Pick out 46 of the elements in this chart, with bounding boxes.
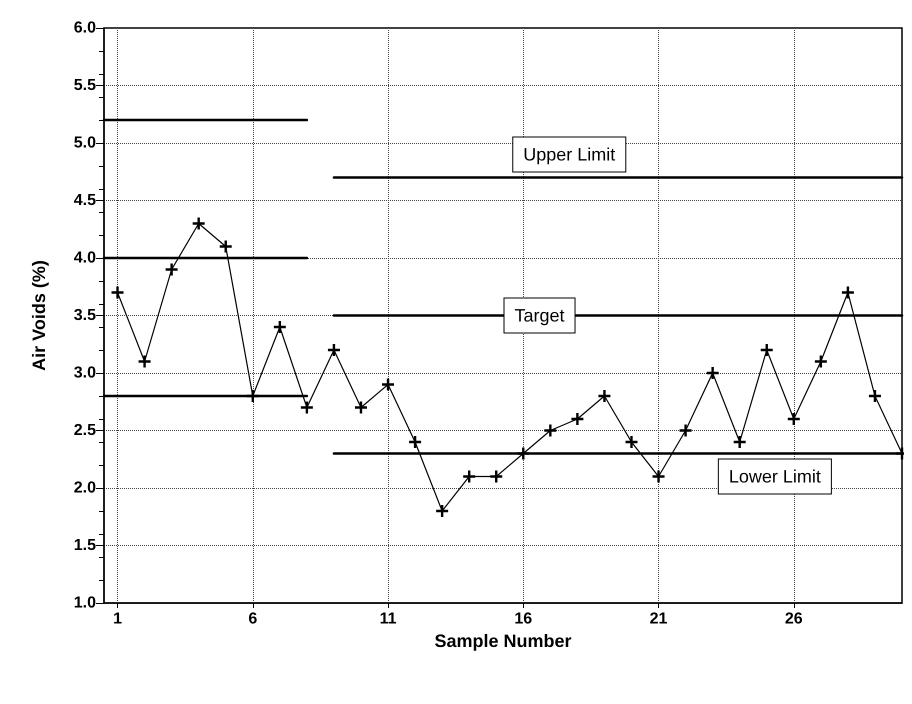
point — [436, 505, 448, 517]
point — [409, 436, 422, 448]
point — [220, 240, 232, 252]
point — [868, 390, 881, 402]
point — [842, 286, 854, 298]
x-tick-label: 21 — [650, 610, 668, 628]
y-tick-label: 2.0 — [74, 480, 96, 496]
y-tick-label: 1.5 — [74, 537, 96, 554]
point — [274, 321, 286, 333]
y-tick-label: 5.5 — [74, 77, 96, 94]
point — [517, 448, 530, 460]
x-tick-label: 26 — [784, 610, 803, 628]
point — [706, 367, 719, 379]
annotation: Target — [514, 306, 565, 326]
y-tick-label: 4.0 — [74, 250, 96, 266]
point — [138, 356, 151, 368]
point — [490, 470, 502, 482]
point — [598, 390, 610, 402]
point — [166, 264, 178, 276]
y-tick-label: 3.0 — [74, 364, 96, 382]
point — [246, 390, 259, 402]
x-tick-label: 16 — [514, 610, 532, 628]
x-tick-label: 11 — [380, 610, 397, 628]
x-tick-label: 1 — [113, 610, 122, 628]
point — [328, 344, 340, 356]
x-axis-title: Sample Number — [434, 630, 572, 651]
y-tick-label: 5.0 — [74, 134, 96, 152]
point — [544, 424, 556, 436]
y-tick-label: 6.0 — [74, 20, 96, 36]
point — [788, 413, 800, 425]
y-tick-label: 2.5 — [74, 422, 96, 439]
x-tick-label: 6 — [248, 610, 258, 628]
point — [680, 424, 692, 436]
point — [300, 402, 313, 414]
point — [571, 413, 584, 425]
y-axis-title: Air Voids (%) — [29, 260, 49, 371]
point — [814, 356, 827, 368]
point — [192, 218, 205, 230]
annotation: Lower Limit — [728, 466, 821, 486]
annotation: Upper Limit — [523, 144, 616, 164]
point — [734, 436, 746, 448]
y-tick-label: 3.5 — [74, 307, 96, 324]
y-tick-label: 1.0 — [74, 594, 96, 612]
point — [760, 344, 773, 356]
y-tick-label: 4.5 — [74, 192, 96, 209]
point — [463, 470, 476, 482]
